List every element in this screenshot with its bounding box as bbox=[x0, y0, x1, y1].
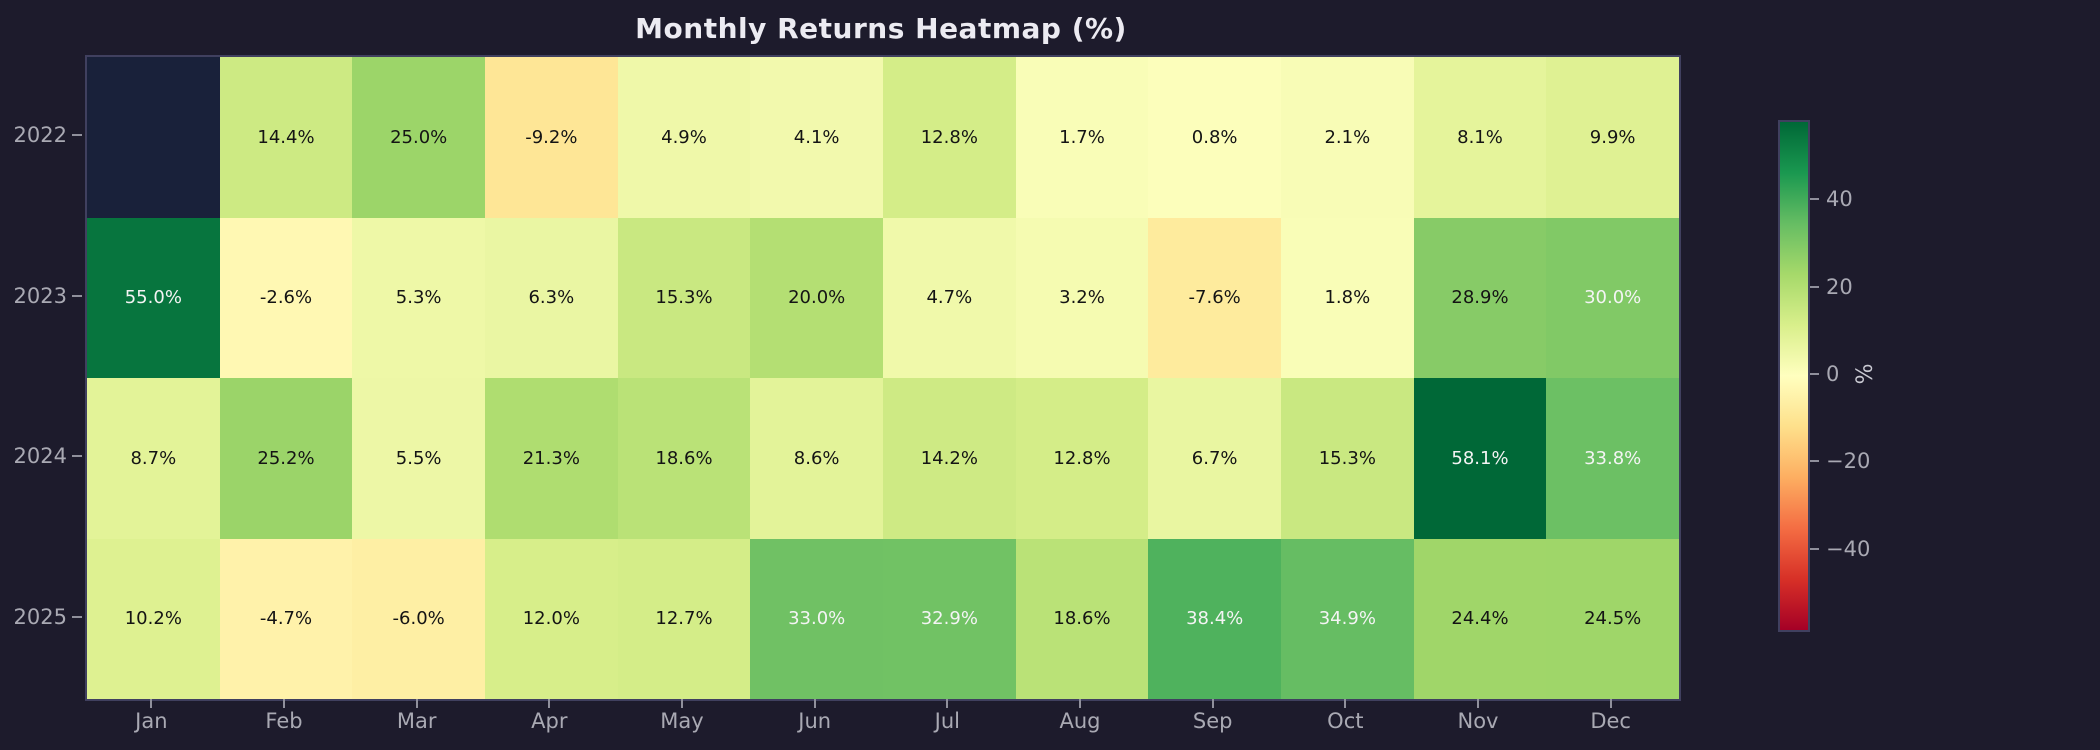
y-tick-mark bbox=[72, 294, 82, 297]
heatmap-cell-2023-Oct: 1.8% bbox=[1281, 217, 1414, 378]
heatmap-cell-2022-Mar: 25.0% bbox=[352, 57, 485, 218]
heatmap-cell-2024-May: 18.6% bbox=[617, 378, 751, 539]
x-tick-mark bbox=[1609, 699, 1612, 708]
x-axis-label-Apr: Apr bbox=[531, 709, 568, 733]
y-axis-label-2023: 2023 bbox=[13, 283, 67, 308]
x-tick-mark bbox=[415, 699, 418, 708]
heatmap-cell-2023-Mar: 5.3% bbox=[352, 217, 485, 378]
heatmap-cell-2023-Nov: 28.9% bbox=[1413, 217, 1547, 378]
heatmap-cell-2024-Apr: 21.3% bbox=[485, 378, 618, 539]
heatmap-cell-2022-Jan bbox=[87, 57, 220, 218]
heatmap-cell-2022-Oct: 2.1% bbox=[1281, 57, 1414, 218]
x-tick-mark bbox=[1079, 699, 1081, 708]
x-tick-mark bbox=[283, 699, 285, 708]
heatmap-cell-2025-Jul: 32.9% bbox=[883, 538, 1016, 699]
heatmap-cell-2023-Sep: -7.6% bbox=[1148, 217, 1281, 378]
heatmap-cell-2025-Oct: 34.9% bbox=[1281, 538, 1414, 699]
x-tick-mark bbox=[813, 699, 816, 708]
heatmap-cell-2024-Sep: 6.7% bbox=[1148, 378, 1281, 539]
colorbar-tick-label-0: 0 bbox=[1826, 362, 1840, 386]
y-axis-label-2022: 2022 bbox=[13, 123, 67, 148]
heatmap-cell-2023-Jun: 20.0% bbox=[750, 217, 883, 378]
chart-title: Monthly Returns Heatmap (%) bbox=[635, 12, 1127, 45]
heatmap-cell-2025-Mar: -6.0% bbox=[352, 538, 485, 699]
colorbar-tick-mark bbox=[1810, 285, 1819, 288]
x-axis-label-Oct: Oct bbox=[1327, 709, 1364, 733]
heatmap-cell-2025-Aug: 18.6% bbox=[1015, 538, 1149, 699]
heatmap-cell-2023-May: 15.3% bbox=[617, 217, 751, 378]
heatmap-plot-area: 14.4% 25.0% -9.2% 4.9% 4.1% 12.8% 1.7% 0.8% 2.1%… bbox=[85, 55, 1681, 701]
heatmap-cell-2025-Nov: 24.4% bbox=[1413, 538, 1547, 699]
x-tick-mark bbox=[1211, 699, 1214, 708]
colorbar-gradient bbox=[1778, 120, 1810, 632]
heatmap-cell-2022-Apr: -9.2% bbox=[485, 57, 618, 218]
y-axis-label-2024: 2024 bbox=[13, 444, 67, 469]
colorbar-tick-label-40: 40 bbox=[1826, 187, 1853, 212]
x-axis-label-Aug: Aug bbox=[1059, 709, 1101, 733]
heatmap-cell-2022-Nov: 8.1% bbox=[1413, 57, 1547, 218]
x-axis-label-May: May bbox=[660, 709, 704, 733]
heatmap-cell-2025-Sep: 38.4% bbox=[1148, 538, 1281, 699]
x-axis-label-Feb: Feb bbox=[265, 709, 303, 733]
y-tick-mark bbox=[72, 134, 82, 137]
x-axis-label-Sep: Sep bbox=[1192, 709, 1233, 733]
heatmap-cell-2025-Jan: 10.2% bbox=[87, 538, 220, 699]
x-axis-label-Dec: Dec bbox=[1590, 709, 1631, 733]
heatmap-cell-2022-Feb: 14.4% bbox=[219, 57, 353, 218]
heatmap-cell-2024-Nov: 58.1% bbox=[1413, 378, 1547, 539]
heatmap-cell-2023-Apr: 6.3% bbox=[485, 217, 618, 378]
heatmap-cell-2025-Apr: 12.0% bbox=[485, 538, 618, 699]
heatmap-cell-2025-Dec: 24.5% bbox=[1546, 538, 1679, 699]
colorbar-tick-mark bbox=[1810, 547, 1819, 550]
heatmap-cell-2022-Jun: 4.1% bbox=[750, 57, 883, 218]
x-axis-label-Nov: Nov bbox=[1457, 709, 1499, 733]
x-axis-label-Mar: Mar bbox=[396, 709, 437, 733]
heatmap-cell-2023-Aug: 3.2% bbox=[1015, 217, 1149, 378]
heatmap-cell-2023-Jan: 55.0% bbox=[87, 217, 220, 378]
heatmap-cell-2025-Jun: 33.0% bbox=[750, 538, 883, 699]
x-tick-mark bbox=[946, 699, 949, 708]
heatmap-cell-2024-Oct: 15.3% bbox=[1281, 378, 1414, 539]
heatmap-cell-2022-Jul: 12.8% bbox=[883, 57, 1016, 218]
heatmap-cell-2024-Jun: 8.6% bbox=[750, 378, 883, 539]
heatmap-cell-2025-May: 12.7% bbox=[617, 538, 751, 699]
y-tick-mark bbox=[72, 455, 82, 458]
heatmap-cell-2024-Aug: 12.8% bbox=[1015, 378, 1149, 539]
x-tick-mark bbox=[1344, 699, 1347, 708]
colorbar-tick-mark bbox=[1810, 460, 1819, 463]
heatmap-cell-2024-Mar: 5.5% bbox=[352, 378, 485, 539]
y-tick-mark bbox=[72, 615, 82, 618]
y-axis-label-2025: 2025 bbox=[13, 604, 67, 629]
heatmap-cell-2022-May: 4.9% bbox=[617, 57, 751, 218]
heatmap-cell-2023-Jul: 4.7% bbox=[883, 217, 1016, 378]
x-tick-mark bbox=[681, 699, 683, 708]
x-axis-label-Jun: Jun bbox=[798, 709, 832, 733]
heatmap-cell-2024-Jul: 14.2% bbox=[883, 378, 1016, 539]
heatmap-cell-2022-Dec: 9.9% bbox=[1546, 57, 1679, 218]
heatmap-cell-2024-Feb: 25.2% bbox=[219, 378, 353, 539]
x-tick-mark bbox=[1477, 699, 1479, 708]
heatmap-cell-2025-Feb: -4.7% bbox=[219, 538, 353, 699]
colorbar-tick-mark bbox=[1810, 198, 1819, 201]
colorbar-tick-label-−20: −20 bbox=[1826, 449, 1871, 474]
colorbar-tick-label-−40: −40 bbox=[1826, 536, 1871, 561]
heatmap-cell-2024-Dec: 33.8% bbox=[1546, 378, 1679, 539]
colorbar-axis-label: % bbox=[1849, 363, 1875, 385]
x-tick-mark bbox=[548, 699, 551, 708]
x-tick-mark bbox=[150, 699, 153, 708]
x-axis-label-Jan: Jan bbox=[135, 709, 168, 733]
heatmap-cell-2022-Aug: 1.7% bbox=[1015, 57, 1149, 218]
colorbar-tick-label-20: 20 bbox=[1826, 274, 1853, 299]
heatmap-cell-2023-Dec: 30.0% bbox=[1546, 217, 1679, 378]
heatmap-cell-2023-Feb: -2.6% bbox=[219, 217, 353, 378]
colorbar-tick-mark bbox=[1810, 373, 1819, 375]
heatmap-cell-2022-Sep: 0.8% bbox=[1148, 57, 1281, 218]
x-axis-label-Jul: Jul bbox=[934, 709, 960, 733]
heatmap-cell-2024-Jan: 8.7% bbox=[87, 378, 220, 539]
